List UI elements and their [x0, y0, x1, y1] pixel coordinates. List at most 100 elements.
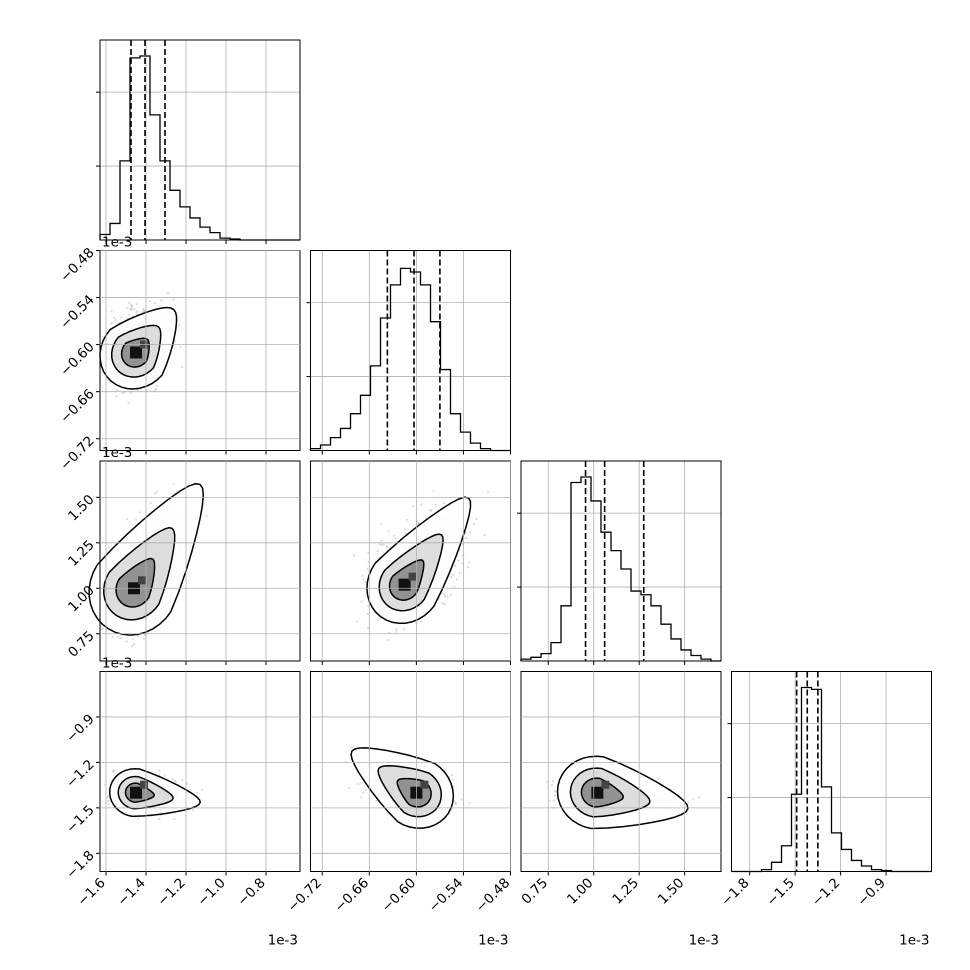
sample-point: [446, 595, 449, 598]
sample-point: [136, 388, 139, 392]
histogram-step: [520, 476, 721, 662]
sample-point: [366, 568, 369, 571]
sample-point: [138, 511, 142, 514]
sample-point: [394, 537, 397, 540]
x-tick-label: −1.5: [763, 875, 797, 909]
sample-point: [126, 518, 129, 521]
histogram-step: [309, 267, 511, 452]
sample-point: [453, 800, 456, 803]
sample-point: [455, 578, 459, 581]
sample-point: [172, 298, 175, 301]
sample-point: [156, 490, 159, 493]
sample-point: [179, 345, 182, 348]
sample-point: [457, 559, 460, 562]
sample-point: [395, 627, 398, 631]
grid: [100, 250, 300, 451]
sample-point: [455, 802, 458, 805]
sample-point: [128, 313, 131, 316]
sample-point: [453, 585, 456, 588]
axes-frame: [99, 460, 301, 662]
density-cell: [138, 576, 146, 585]
grid: [310, 461, 511, 661]
sample-point: [115, 395, 118, 398]
sample-point: [125, 640, 128, 643]
sample-point: [181, 779, 184, 782]
sample-point: [416, 521, 419, 524]
scatter-panel-2-1: [310, 460, 511, 662]
sample-point: [128, 308, 131, 311]
sample-point: [403, 627, 406, 630]
sample-point: [469, 530, 472, 534]
axes-frame: [520, 460, 722, 662]
axes-frame: [99, 671, 301, 872]
sample-point: [106, 796, 109, 799]
density-peak: [398, 578, 411, 591]
sample-point: [412, 504, 415, 508]
sample-point: [158, 769, 161, 772]
sample-point: [137, 635, 140, 638]
sample-point: [434, 503, 437, 506]
sample-point: [443, 595, 447, 598]
sample-point: [120, 316, 123, 319]
sample-point: [362, 578, 365, 581]
x-tick-label: −1.4: [114, 875, 148, 909]
histogram-step: [99, 55, 300, 241]
sample-point: [107, 546, 110, 549]
sample-point: [136, 310, 139, 313]
sample-point: [364, 788, 367, 792]
sample-point: [420, 503, 423, 506]
x-tick-label: −0.66: [332, 875, 373, 916]
grid: [100, 461, 300, 661]
sample-point: [392, 534, 396, 537]
hist-panel-0: [96, 39, 301, 241]
sample-point: [205, 515, 208, 518]
sample-point: [158, 818, 161, 821]
sample-point: [173, 818, 176, 821]
sample-point: [131, 644, 134, 648]
sample-point: [149, 502, 152, 505]
histogram-step: [731, 686, 932, 873]
sample-point: [100, 627, 103, 631]
x-tick-label: −0.54: [426, 875, 467, 916]
sample-point: [142, 637, 145, 640]
sample-point: [133, 308, 136, 311]
sample-point: [468, 802, 471, 805]
sample-point: [475, 517, 478, 521]
sample-point: [129, 392, 132, 395]
axes-frame: [99, 39, 301, 241]
x-tick-label: −0.48: [473, 875, 514, 916]
x-tick-label: −1.2: [154, 875, 188, 909]
sample-point: [111, 635, 114, 638]
x-tick-label: −1.0: [194, 875, 228, 909]
sample-point: [135, 302, 138, 305]
x-tick-label: −0.60: [379, 875, 420, 916]
hist-panel-3: [727, 671, 932, 873]
sample-point: [163, 774, 166, 777]
sample-point: [180, 365, 183, 369]
sample-point: [443, 502, 446, 505]
sample-point: [375, 799, 378, 802]
hist-panel-2: [517, 460, 722, 662]
sample-point: [132, 637, 135, 641]
x-tick-label: −1.8: [718, 875, 752, 909]
sample-point: [127, 301, 130, 304]
sample-point: [347, 786, 351, 790]
sample-point: [173, 780, 176, 783]
sample-point: [451, 773, 454, 777]
sample-point: [366, 626, 370, 630]
sample-point: [441, 602, 444, 605]
sample-point: [385, 544, 388, 548]
sample-point: [362, 791, 365, 794]
sample-point: [487, 491, 490, 494]
hist-panel-1: [306, 250, 511, 452]
sample-point: [395, 630, 398, 633]
sample-point: [553, 794, 557, 797]
sample-point: [201, 789, 204, 792]
sample-point: [387, 638, 390, 641]
sample-point: [453, 802, 457, 805]
sample-point: [420, 620, 423, 623]
sample-point: [172, 778, 175, 781]
sample-point: [360, 600, 363, 603]
sample-point: [126, 306, 129, 309]
sample-point: [403, 528, 406, 531]
